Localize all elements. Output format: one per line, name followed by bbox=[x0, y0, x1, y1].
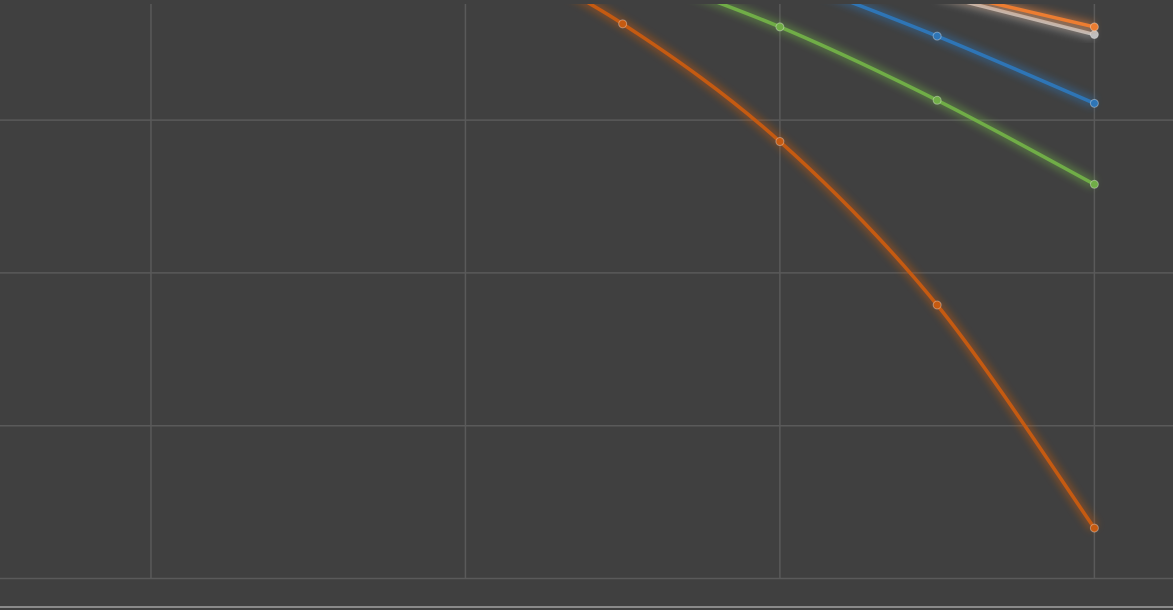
point-marker bbox=[932, 95, 942, 105]
plot-area bbox=[580, 4, 1099, 533]
grid bbox=[0, 4, 1173, 580]
point-marker bbox=[932, 31, 942, 41]
point-marker bbox=[775, 137, 785, 147]
series-line bbox=[988, 4, 1097, 29]
point-marker bbox=[1089, 179, 1099, 189]
point-marker bbox=[1089, 30, 1099, 40]
point-marker bbox=[1089, 523, 1099, 533]
point-marker bbox=[932, 300, 942, 310]
point-marker bbox=[1089, 98, 1099, 108]
point-marker bbox=[618, 19, 628, 29]
series-line bbox=[966, 4, 1097, 37]
point-marker bbox=[1089, 22, 1099, 32]
series-line bbox=[586, 4, 1097, 530]
point-marker bbox=[775, 22, 785, 32]
series-line bbox=[717, 4, 1097, 187]
